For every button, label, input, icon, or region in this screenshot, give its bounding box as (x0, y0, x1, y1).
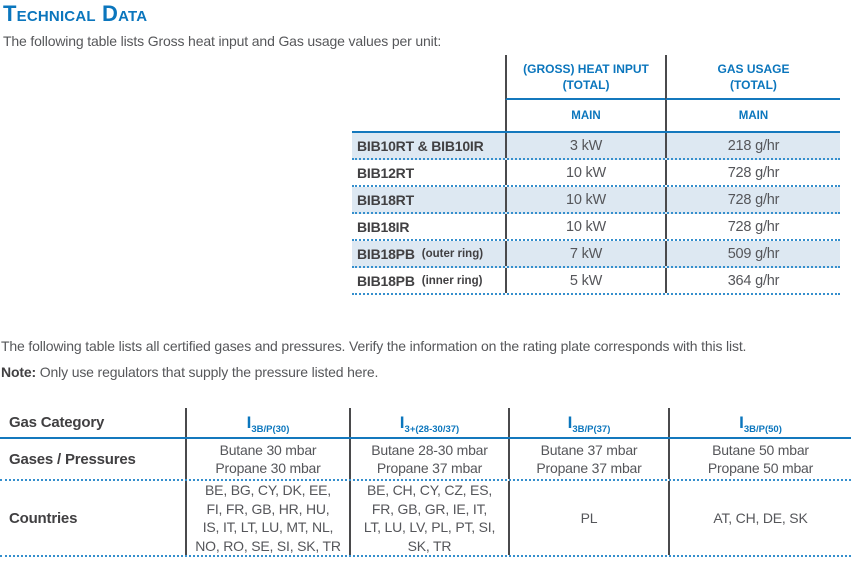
pressures-cell: Butane 50 mbar Propane 50 mbar (668, 439, 851, 479)
model-name-cell: BIB18PB (outer ring) (352, 241, 505, 266)
heat-table-row: BIB12RT 10 kW 728 g/hr (352, 160, 840, 187)
model-name: BIB12RT (357, 164, 414, 181)
gases-pressures-row: Gases / Pressures Butane 30 mbar Propane… (0, 439, 851, 481)
gas-usage-value: 509 g/hr (727, 245, 780, 262)
heat-input-value: 3 kW (569, 137, 603, 154)
heat-input-main-subheader: MAIN (505, 100, 665, 131)
intro-text: The following table lists Gross heat inp… (3, 33, 442, 49)
gas-category-subscript: 3B/P(50) (743, 423, 782, 435)
pressures-value: Butane 28-30 mbar Propane 37 mbar (371, 441, 488, 477)
heat-input-cell: 10 kW (505, 187, 665, 212)
heat-input-column-header: (GROSS) HEAT INPUT (TOTAL) (505, 55, 665, 100)
pressures-value: Butane 50 mbar Propane 50 mbar (707, 441, 814, 477)
gas-usage-cell: 728 g/hr (665, 214, 840, 239)
model-name: BIB10RT & BIB10IR (357, 137, 484, 154)
note-body: Only use regulators that supply the pres… (36, 364, 379, 380)
gas-usage-cell: 728 g/hr (665, 160, 840, 185)
gas-category-subscript: 3B/P(37) (572, 423, 611, 435)
gas-category-code: I3B/P(50) (739, 412, 782, 435)
heat-input-cell: 7 kW (505, 241, 665, 266)
model-note: (outer ring) (421, 247, 484, 260)
countries-cell: BE, CH, CY, CZ, ES, FR, GB, GR, IE, IT, … (349, 481, 508, 555)
pressures-cell: Butane 37 mbar Propane 37 mbar (508, 439, 668, 479)
heat-table-subheader-row: MAIN MAIN (352, 100, 840, 133)
model-name-cell: BIB12RT (352, 160, 505, 185)
gas-category-cell: I3B/P(37) (508, 408, 668, 437)
model-name: BIB18RT (357, 191, 414, 208)
gas-category-symbol: I (399, 412, 405, 432)
countries-value: BE, CH, CY, CZ, ES, FR, GB, GR, IE, IT, … (363, 482, 496, 554)
gas-category-symbol: I (246, 412, 252, 432)
gases-pressures-label: Gases / Pressures (9, 450, 136, 468)
model-name-cell: BIB10RT & BIB10IR (352, 133, 505, 158)
heat-input-value: 7 kW (569, 245, 603, 262)
model-name-cell: BIB18RT (352, 187, 505, 212)
countries-label: Countries (9, 509, 78, 527)
countries-cell: BE, BG, CY, DK, EE, FI, FR, GB, HR, HU, … (185, 481, 349, 555)
certified-gases-text: The following table lists all certified … (1, 338, 747, 354)
heat-table-row: BIB18PB (inner ring) 5 kW 364 g/hr (352, 268, 840, 295)
model-name: BIB18IR (357, 218, 410, 235)
model-name-cell: BIB18PB (inner ring) (352, 268, 505, 293)
model-note: (inner ring) (421, 274, 483, 287)
gas-category-table: Gas Category I3B/P(30) I3+(28-30/37) I3B… (0, 408, 851, 557)
countries-value: BE, BG, CY, DK, EE, FI, FR, GB, HR, HU, … (195, 482, 341, 554)
gas-category-cell: I3B/P(30) (185, 408, 349, 437)
gas-category-code: I3B/P(37) (567, 412, 611, 435)
gas-usage-cell: 509 g/hr (665, 241, 840, 266)
heat-table-row: BIB18PB (outer ring) 7 kW 509 g/hr (352, 241, 840, 268)
gas-usage-cell: 728 g/hr (665, 187, 840, 212)
note-label: Note: (1, 364, 37, 380)
model-name: BIB18PB (357, 272, 415, 289)
note-text: Note: Only use regulators that supply th… (1, 364, 378, 380)
heat-input-cell: 5 kW (505, 268, 665, 293)
gas-usage-value: 728 g/hr (727, 191, 780, 208)
heat-table-subheader-blank (352, 100, 505, 131)
pressures-value: Butane 37 mbar Propane 37 mbar (536, 441, 642, 477)
gas-category-symbol: I (567, 412, 573, 432)
heat-table-header-row: (GROSS) HEAT INPUT (TOTAL) GAS USAGE (TO… (352, 55, 840, 100)
gas-usage-value: 728 g/hr (727, 218, 780, 235)
gas-category-cell: I3B/P(50) (668, 408, 851, 437)
countries-cell: AT, CH, DE, SK (668, 481, 851, 555)
heat-input-cell: 3 kW (505, 133, 665, 158)
heat-table-row: BIB10RT & BIB10IR 3 kW 218 g/hr (352, 133, 840, 160)
gas-category-code: I3+(28-30/37) (399, 412, 460, 435)
gas-usage-main-subheader: MAIN (665, 100, 840, 131)
countries-row: Countries BE, BG, CY, DK, EE, FI, FR, GB… (0, 481, 851, 557)
heat-input-value: 10 kW (565, 218, 607, 235)
pressures-cell: Butane 28-30 mbar Propane 37 mbar (349, 439, 508, 479)
gas-usage-cell: 218 g/hr (665, 133, 840, 158)
gas-usage-column-header: GAS USAGE (TOTAL) (665, 55, 840, 100)
model-name: BIB18PB (357, 245, 415, 262)
gas-usage-cell: 364 g/hr (665, 268, 840, 293)
gas-category-symbol: I (739, 412, 744, 432)
heat-input-value: 5 kW (569, 272, 603, 289)
gas-usage-value: 364 g/hr (727, 272, 780, 289)
gas-category-code: I3B/P(30) (246, 412, 290, 435)
page-title: Technical Data (3, 1, 148, 26)
heat-input-table: (GROSS) HEAT INPUT (TOTAL) GAS USAGE (TO… (352, 55, 840, 295)
model-name-cell: BIB18IR (352, 214, 505, 239)
gas-category-label: Gas Category (9, 414, 105, 431)
gas-category-header-row: Gas Category I3B/P(30) I3+(28-30/37) I3B… (0, 408, 851, 439)
heat-table-corner-blank (352, 55, 505, 100)
heat-input-cell: 10 kW (505, 160, 665, 185)
gas-category-subscript: 3B/P(30) (251, 423, 290, 435)
countries-value: PL (580, 509, 598, 526)
heat-input-cell: 10 kW (505, 214, 665, 239)
pressures-value: Butane 30 mbar Propane 30 mbar (215, 441, 321, 477)
countries-cell: PL (508, 481, 668, 555)
gas-category-cell: I3+(28-30/37) (349, 408, 508, 437)
countries-value: AT, CH, DE, SK (713, 509, 808, 526)
heat-table-row: BIB18RT 10 kW 728 g/hr (352, 187, 840, 214)
heat-table-row: BIB18IR 10 kW 728 g/hr (352, 214, 840, 241)
heat-input-value: 10 kW (565, 191, 607, 208)
gas-usage-value: 218 g/hr (727, 137, 780, 154)
gas-category-subscript: 3+(28-30/37) (404, 423, 460, 435)
pressures-cell: Butane 30 mbar Propane 30 mbar (185, 439, 349, 479)
heat-input-value: 10 kW (565, 164, 607, 181)
gas-usage-value: 728 g/hr (727, 164, 780, 181)
